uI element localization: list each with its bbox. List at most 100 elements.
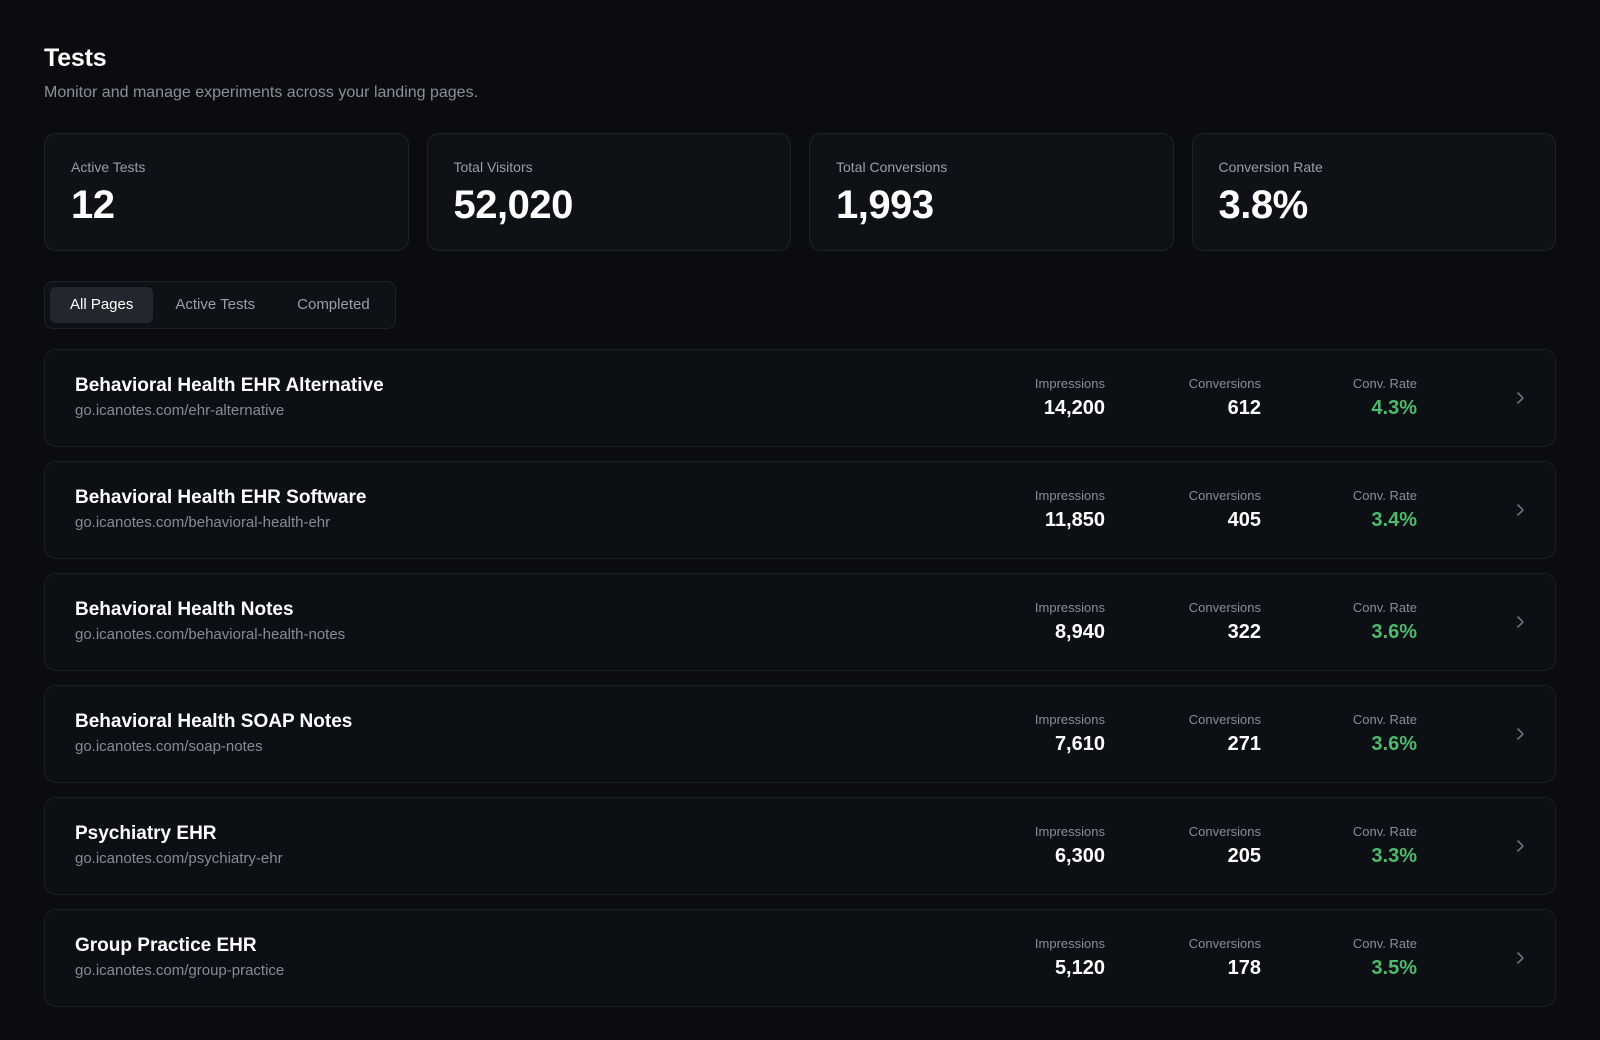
row-url: go.icanotes.com/behavioral-health-notes [75, 626, 346, 644]
tab-completed[interactable]: Completed [297, 295, 370, 313]
row-url: go.icanotes.com/soap-notes [75, 738, 263, 756]
metric-value: 612 [1227, 397, 1261, 420]
conv-rate-metric: Conv. Rate 3.5% [1297, 936, 1417, 980]
impressions-metric: Impressions 8,940 [985, 600, 1105, 644]
metric-label: Conv. Rate [1352, 375, 1417, 391]
stat-card-total-visitors: Total Visitors 52,020 [426, 132, 791, 251]
stat-card-conversion-rate: Conversion Rate 3.8% [1191, 132, 1556, 251]
row-info: Group Practice EHR go.icanotes.com/group… [75, 935, 985, 981]
stats-row: Active Tests 12 Total Visitors 52,020 To… [44, 132, 1556, 251]
landing-page-list: Behavioral Health EHR Alternative go.ica… [44, 348, 1556, 1007]
metric-label: Conversions [1188, 375, 1261, 391]
metric-value: 4.3% [1371, 397, 1417, 420]
row-title: Psychiatry EHR [75, 822, 217, 844]
metric-label: Conv. Rate [1352, 487, 1417, 503]
landing-page-row[interactable]: Group Practice EHR go.icanotes.com/group… [44, 908, 1556, 1007]
metric-value: 3.4% [1371, 509, 1417, 532]
landing-page-row[interactable]: Psychiatry EHR go.icanotes.com/psychiatr… [44, 796, 1556, 895]
conv-rate-metric: Conv. Rate 4.3% [1297, 376, 1417, 420]
metric-value: 5,120 [1054, 957, 1105, 980]
metric-label: Conversions [1188, 599, 1261, 615]
metric-label: Conv. Rate [1352, 823, 1417, 839]
stat-label: Conversion Rate [1218, 158, 1323, 175]
row-url: go.icanotes.com/ehr-alternative [75, 402, 285, 420]
conv-rate-metric: Conv. Rate 3.6% [1297, 600, 1417, 644]
metric-value: 271 [1227, 733, 1261, 756]
conv-rate-metric: Conv. Rate 3.6% [1297, 712, 1417, 756]
metric-label: Impressions [1034, 711, 1105, 727]
row-info: Behavioral Health EHR Alternative go.ica… [75, 375, 985, 421]
row-title: Behavioral Health SOAP Notes [75, 710, 353, 732]
row-url: go.icanotes.com/psychiatry-ehr [75, 850, 283, 868]
stat-card-active-tests: Active Tests 12 [44, 132, 409, 251]
page-title: Tests [44, 44, 107, 72]
chevron-right-icon[interactable] [1465, 948, 1525, 968]
metric-value: 3.6% [1371, 733, 1417, 756]
conversions-metric: Conversions 178 [1141, 936, 1261, 980]
row-url: go.icanotes.com/group-practice [75, 962, 285, 980]
conv-rate-metric: Conv. Rate 3.3% [1297, 824, 1417, 868]
stat-card-total-conversions: Total Conversions 1,993 [809, 132, 1174, 251]
impressions-metric: Impressions 14,200 [985, 376, 1105, 420]
conversions-metric: Conversions 271 [1141, 712, 1261, 756]
filter-tabs: All Pages Active Tests Completed [44, 280, 396, 329]
impressions-metric: Impressions 7,610 [985, 712, 1105, 756]
tab-all-pages[interactable]: All Pages [50, 286, 154, 323]
metric-label: Conversions [1188, 823, 1261, 839]
conv-rate-metric: Conv. Rate 3.4% [1297, 488, 1417, 532]
page-subtitle: Monitor and manage experiments across yo… [44, 83, 479, 101]
stat-label: Active Tests [71, 158, 146, 175]
chevron-right-icon[interactable] [1465, 612, 1525, 632]
stat-label: Total Visitors [453, 158, 533, 175]
row-title: Group Practice EHR [75, 934, 257, 956]
metric-label: Impressions [1034, 487, 1105, 503]
row-info: Psychiatry EHR go.icanotes.com/psychiatr… [75, 823, 985, 869]
metric-label: Impressions [1034, 823, 1105, 839]
metric-label: Impressions [1034, 599, 1105, 615]
tab-active-tests[interactable]: Active Tests [175, 295, 256, 313]
stat-value: 1,993 [836, 183, 934, 228]
chevron-right-icon[interactable] [1465, 836, 1525, 856]
landing-page-row[interactable]: Behavioral Health EHR Alternative go.ica… [44, 348, 1556, 447]
row-url: go.icanotes.com/behavioral-health-ehr [75, 514, 331, 532]
metric-label: Impressions [1034, 375, 1105, 391]
metric-label: Conv. Rate [1352, 711, 1417, 727]
impressions-metric: Impressions 6,300 [985, 824, 1105, 868]
chevron-right-icon[interactable] [1465, 388, 1525, 408]
stat-value: 12 [71, 183, 115, 228]
metric-value: 8,940 [1054, 621, 1105, 644]
impressions-metric: Impressions 11,850 [985, 488, 1105, 532]
metric-label: Impressions [1034, 935, 1105, 951]
metric-label: Conv. Rate [1352, 599, 1417, 615]
conversions-metric: Conversions 405 [1141, 488, 1261, 532]
metric-value: 405 [1227, 509, 1261, 532]
metric-value: 3.5% [1371, 957, 1417, 980]
metric-label: Conversions [1188, 487, 1261, 503]
metric-value: 11,850 [1044, 509, 1105, 532]
metric-value: 322 [1227, 621, 1261, 644]
chevron-right-icon[interactable] [1465, 500, 1525, 520]
row-title: Behavioral Health Notes [75, 598, 294, 620]
row-title: Behavioral Health EHR Software [75, 486, 367, 508]
landing-page-row[interactable]: Behavioral Health Notes go.icanotes.com/… [44, 572, 1556, 671]
conversions-metric: Conversions 322 [1141, 600, 1261, 644]
metric-value: 14,200 [1043, 397, 1105, 420]
metric-value: 3.6% [1371, 621, 1417, 644]
row-info: Behavioral Health EHR Software go.icanot… [75, 487, 985, 533]
stat-value: 3.8% [1218, 183, 1309, 228]
metric-label: Conversions [1188, 935, 1261, 951]
stat-value: 52,020 [453, 183, 574, 228]
metric-value: 3.3% [1371, 845, 1417, 868]
row-info: Behavioral Health Notes go.icanotes.com/… [75, 599, 985, 645]
metric-value: 205 [1227, 845, 1261, 868]
metric-label: Conversions [1188, 711, 1261, 727]
landing-page-row[interactable]: Behavioral Health EHR Software go.icanot… [44, 460, 1556, 559]
stat-label: Total Conversions [836, 158, 948, 175]
row-info: Behavioral Health SOAP Notes go.icanotes… [75, 711, 985, 757]
chevron-right-icon[interactable] [1465, 724, 1525, 744]
metric-value: 6,300 [1054, 845, 1105, 868]
metric-value: 178 [1227, 957, 1261, 980]
metric-value: 7,610 [1054, 733, 1105, 756]
landing-page-row[interactable]: Behavioral Health SOAP Notes go.icanotes… [44, 684, 1556, 783]
